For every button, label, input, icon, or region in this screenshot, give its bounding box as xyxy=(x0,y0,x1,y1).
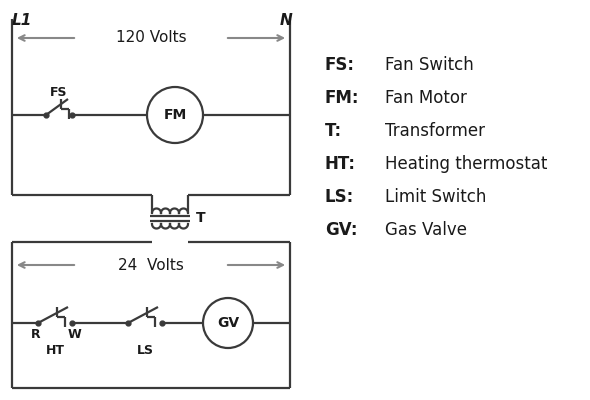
Text: HT:: HT: xyxy=(325,155,356,173)
Text: FS:: FS: xyxy=(325,56,355,74)
Text: Gas Valve: Gas Valve xyxy=(385,221,467,239)
Text: Transformer: Transformer xyxy=(385,122,485,140)
Text: R: R xyxy=(31,328,41,342)
Circle shape xyxy=(147,87,203,143)
Text: 120 Volts: 120 Volts xyxy=(116,30,186,46)
Text: GV:: GV: xyxy=(325,221,358,239)
Text: T:: T: xyxy=(325,122,342,140)
Text: N: N xyxy=(279,13,292,28)
Circle shape xyxy=(203,298,253,348)
Text: HT: HT xyxy=(45,344,64,358)
Text: FM: FM xyxy=(163,108,186,122)
Text: FM:: FM: xyxy=(325,89,359,107)
Text: LS:: LS: xyxy=(325,188,354,206)
Text: Heating thermostat: Heating thermostat xyxy=(385,155,548,173)
Text: T: T xyxy=(196,211,206,225)
Text: W: W xyxy=(67,328,81,342)
Text: FS: FS xyxy=(50,86,67,100)
Text: 24  Volts: 24 Volts xyxy=(118,258,184,272)
Text: Fan Switch: Fan Switch xyxy=(385,56,474,74)
Text: Fan Motor: Fan Motor xyxy=(385,89,467,107)
Text: LS: LS xyxy=(136,344,153,358)
Text: Limit Switch: Limit Switch xyxy=(385,188,486,206)
Text: GV: GV xyxy=(217,316,239,330)
Text: L1: L1 xyxy=(12,13,32,28)
